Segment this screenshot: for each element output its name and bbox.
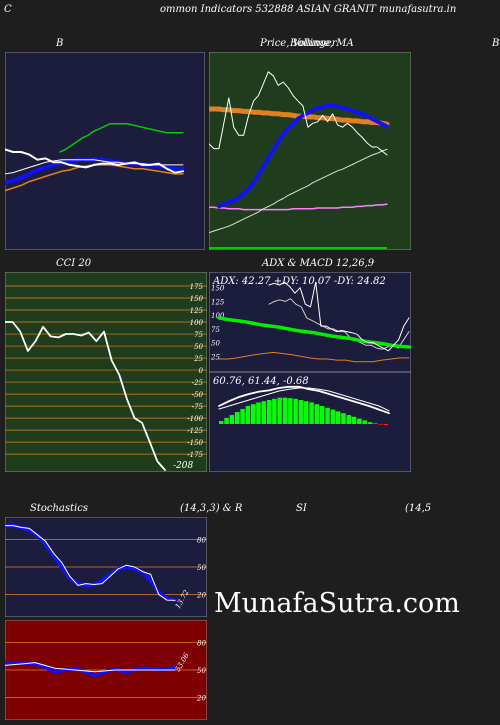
macd-histogram-bar <box>330 409 336 424</box>
macd-histogram-bar <box>304 401 309 424</box>
cci-tick-label: 100 <box>190 319 204 327</box>
macd-histogram-bar <box>335 411 341 424</box>
page-title: ommon Indicators 532888 ASIAN GRANIT mun… <box>160 4 457 15</box>
title-adx-macd: ADX & MACD 12,26,9 <box>262 258 375 269</box>
adx-tick-label: 50 <box>211 340 220 348</box>
price-ma-pink <box>209 203 388 211</box>
header-letter: C <box>4 4 12 15</box>
title-rsi-params: (14,5 <box>405 503 432 514</box>
adx-label: ADX: 42.27 +DY: 10.07 -DY: 24.82 <box>212 276 386 287</box>
cci-tick-label: 175 <box>190 283 204 291</box>
title-stoch: Stochastics <box>30 503 88 514</box>
macd-histogram-bar <box>250 404 256 424</box>
cci-tick-label: 50 <box>194 343 203 351</box>
stoch-tick-label: 80 <box>197 536 206 544</box>
stoch-k-line <box>5 525 176 601</box>
bb-upper-band <box>59 122 184 153</box>
macd-histogram-bar <box>234 412 240 424</box>
adx-plus-di <box>218 351 410 363</box>
williams-r-line <box>5 660 177 678</box>
macd-histogram-bar <box>224 418 229 424</box>
macd-chart: 60.76, 61.44, -0.68 <box>209 372 411 472</box>
macd-histogram-bar <box>219 421 224 424</box>
macd-histogram-bar <box>277 397 282 424</box>
macd-histogram-bar <box>229 415 235 424</box>
adx-line <box>217 316 411 349</box>
title-cci: CCI 20 <box>56 258 92 269</box>
watermark: MunafaSutra.com <box>214 588 460 619</box>
cci-tick-label: 150 <box>190 295 204 303</box>
title-right-edge: B <box>492 38 500 49</box>
macd-histogram-bar <box>261 401 266 424</box>
adx-tick-label: 125 <box>211 298 225 306</box>
adx-minus-di <box>268 298 410 350</box>
macd-histogram-bar <box>346 415 351 424</box>
macd-histogram-bar <box>266 400 272 424</box>
macd-histogram-bar <box>325 407 330 424</box>
cci-tick-label: -50 <box>192 391 204 399</box>
macd-histogram-bar <box>367 422 373 424</box>
cci-tick-label: -75 <box>192 403 204 411</box>
price-ma-blue <box>217 103 389 209</box>
macd-histogram-bar <box>282 397 288 424</box>
adx-tick-label: 100 <box>211 312 225 320</box>
macd-histogram-bar <box>341 413 346 424</box>
williams-signal-line <box>5 662 176 673</box>
cci-tick-label: 25 <box>193 355 203 363</box>
title-price-overlay: Bollinger <box>290 38 337 49</box>
cci-last-label: -208 <box>173 461 193 471</box>
macd-histogram-bar <box>362 420 367 424</box>
cci-tick-label: -175 <box>187 451 203 459</box>
macd-histogram-bar <box>240 409 245 424</box>
cci-tick-label: 75 <box>194 331 203 339</box>
stoch-tick-label: 50 <box>197 564 206 572</box>
adx-tick-label: 75 <box>211 326 220 334</box>
macd-histogram-bar <box>357 418 362 424</box>
macd-histogram-bar <box>245 406 251 424</box>
cci-tick-label: 125 <box>190 307 204 315</box>
williams-tick-label: 20 <box>196 695 206 703</box>
cci-chart: 175 150 125 100 75 50 25 0 -25 -50 -75 -100 -125 -150… <box>5 272 207 472</box>
price-chart <box>209 52 411 250</box>
bb-price-line <box>5 148 184 174</box>
stoch-d-line <box>5 523 177 603</box>
macd-histogram-bar <box>272 398 277 424</box>
macd-histogram-bar <box>314 404 320 424</box>
cci-line <box>5 321 166 471</box>
stoch-tick-label: 20 <box>196 592 206 600</box>
adx-chart: ADX: 42.27 +DY: 10.07 -DY: 24.82 150 125 1… <box>209 272 411 372</box>
williams-tick-label: 50 <box>197 667 206 675</box>
price-ma-long <box>209 106 390 127</box>
macd-histogram-bar <box>309 402 314 424</box>
cci-tick-label: 0 <box>199 367 204 375</box>
cci-tick-label: -25 <box>192 379 204 387</box>
price-ma-slow <box>209 148 388 234</box>
macd-histogram-bar <box>383 424 389 426</box>
macd-histogram-bar <box>288 398 293 424</box>
adx-tick-label: 150 <box>211 285 225 293</box>
macd-line <box>218 385 390 415</box>
price-line <box>209 71 388 156</box>
williams-tick-label: 80 <box>197 639 206 647</box>
macd-histogram-bar <box>256 402 261 424</box>
cci-tick-label: -125 <box>187 427 203 435</box>
cci-tick-label: -150 <box>187 439 203 447</box>
macd-histogram-bar <box>319 406 325 424</box>
title-rsi: SI <box>296 503 307 514</box>
macd-histogram-bar <box>293 398 298 424</box>
title-stoch-params: (14,3,3) & R <box>180 503 243 514</box>
title-bollinger: B <box>56 38 64 49</box>
cci-tick-label: -100 <box>187 415 203 423</box>
macd-histogram-bar <box>298 400 304 424</box>
title-price: Price, Volume, MA <box>260 38 354 49</box>
adx-tick-label: 25 <box>210 353 220 361</box>
macd-histogram-bar <box>373 423 378 424</box>
macd-histogram-bar <box>351 416 357 424</box>
bollinger-chart <box>5 52 205 250</box>
adx-dx-line <box>268 281 410 352</box>
macd-label: 60.76, 61.44, -0.68 <box>213 376 309 387</box>
macd-histogram-bar <box>378 424 383 425</box>
